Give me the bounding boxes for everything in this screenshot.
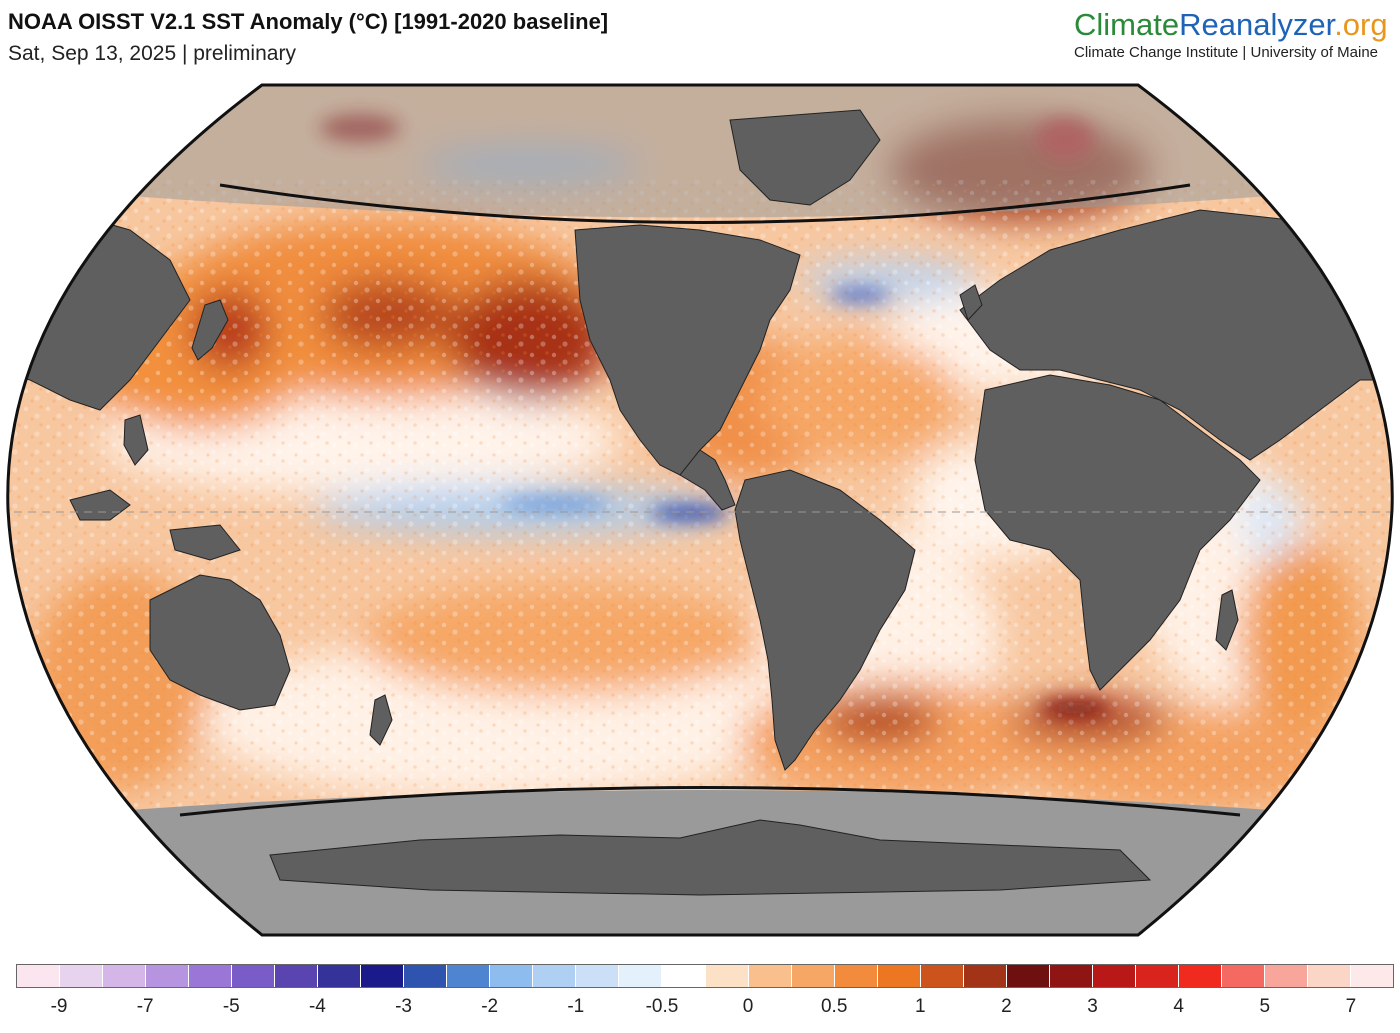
legend-swatch	[490, 965, 534, 987]
land-africa	[974, 374, 1261, 691]
page-subtitle: Sat, Sep 13, 2025 | preliminary	[8, 42, 296, 65]
legend-tick-label: -1	[567, 996, 585, 1017]
land-philippines	[123, 414, 149, 466]
legend-tick-label: 3	[1087, 996, 1098, 1017]
legend-tick-label: 5	[1259, 996, 1271, 1017]
legend-swatch	[1178, 965, 1222, 987]
page-title: NOAA OISST V2.1 SST Anomaly (°C) [1991-2…	[8, 9, 609, 34]
land-eurasia	[959, 209, 1393, 461]
land-madagascar	[1215, 589, 1239, 651]
legend-swatch	[1221, 965, 1265, 987]
legend-swatch	[619, 965, 663, 987]
legend-swatch	[60, 965, 104, 987]
legend-swatch	[146, 965, 190, 987]
legend-tick-label: 1	[915, 996, 926, 1017]
legend-tick-label: 2	[1001, 996, 1012, 1017]
legend-tick-label: -5	[222, 996, 240, 1017]
legend-swatch	[1135, 965, 1179, 987]
brand-organization: Climate Change Institute | University of…	[1074, 44, 1379, 61]
legend-swatch	[791, 965, 835, 987]
legend-swatch	[1350, 965, 1393, 987]
legend-swatch	[920, 965, 964, 987]
legend-tick-label: -4	[308, 996, 326, 1017]
world-map	[0, 80, 1400, 940]
legend-tick-label: -0.5	[645, 996, 679, 1017]
land-british-isles	[959, 284, 983, 321]
arctic-sea-ice	[7, 85, 1393, 218]
land-north-america	[574, 224, 801, 476]
legend-tick-label: 0.5	[820, 996, 848, 1017]
legend-swatch	[662, 965, 706, 987]
legend-swatch	[103, 965, 147, 987]
arctic-boundary	[219, 183, 1191, 224]
legend-swatch	[361, 965, 405, 987]
brand-name: ClimateReanalyzer.org	[1074, 6, 1400, 44]
map-svg	[6, 83, 1394, 937]
legend-swatch	[834, 965, 878, 987]
legend-swatch	[1006, 965, 1050, 987]
land-new-zealand	[369, 694, 393, 746]
legend-swatch	[1307, 965, 1351, 987]
legend-swatch	[404, 965, 448, 987]
brand-part-3: .org	[1334, 7, 1388, 42]
legend-swatch	[232, 965, 276, 987]
legend-swatch	[748, 965, 792, 987]
legend-swatch	[17, 965, 61, 987]
legend-swatch	[963, 965, 1007, 987]
legend-swatch	[705, 965, 749, 987]
legend-swatch	[318, 965, 362, 987]
land-new-guinea	[169, 524, 241, 561]
legend-swatch	[189, 965, 233, 987]
land-south-america	[734, 469, 916, 771]
landmasses	[7, 109, 1393, 896]
globe-outline	[6, 83, 1394, 937]
land-antarctica	[269, 819, 1152, 896]
brand-logo[interactable]: ClimateReanalyzer.org Climate Change Ins…	[1074, 6, 1400, 62]
legend-swatch	[1264, 965, 1308, 987]
legend-tick-label: 4	[1173, 996, 1184, 1017]
legend-ticks: -9-7-5-4-3-2-1-0.500.51234579	[16, 996, 1394, 1022]
legend-swatch	[877, 965, 921, 987]
color-legend	[16, 964, 1394, 988]
land-central-america	[679, 449, 736, 511]
legend-swatch	[533, 965, 577, 987]
legend-swatch	[275, 965, 319, 987]
legend-swatch	[1049, 965, 1093, 987]
legend-tick-label: -2	[481, 996, 499, 1017]
legend-tick-label: -3	[395, 996, 413, 1017]
brand-part-2: Reanalyzer	[1179, 7, 1335, 42]
map-body	[7, 85, 1393, 935]
land-greenland	[729, 109, 881, 206]
antarctic-boundary	[179, 786, 1241, 817]
brand-part-1: Climate	[1074, 7, 1180, 42]
land-japan	[191, 299, 229, 361]
legend-tick-label: -9	[50, 996, 68, 1017]
legend-swatch	[447, 965, 491, 987]
legend-swatch	[576, 965, 620, 987]
land-australia	[149, 574, 291, 711]
legend-tick-label: 7	[1345, 996, 1357, 1017]
legend-tick-label: -7	[136, 996, 154, 1017]
legend-tick-label: 0	[742, 996, 754, 1017]
legend-swatch	[1092, 965, 1136, 987]
